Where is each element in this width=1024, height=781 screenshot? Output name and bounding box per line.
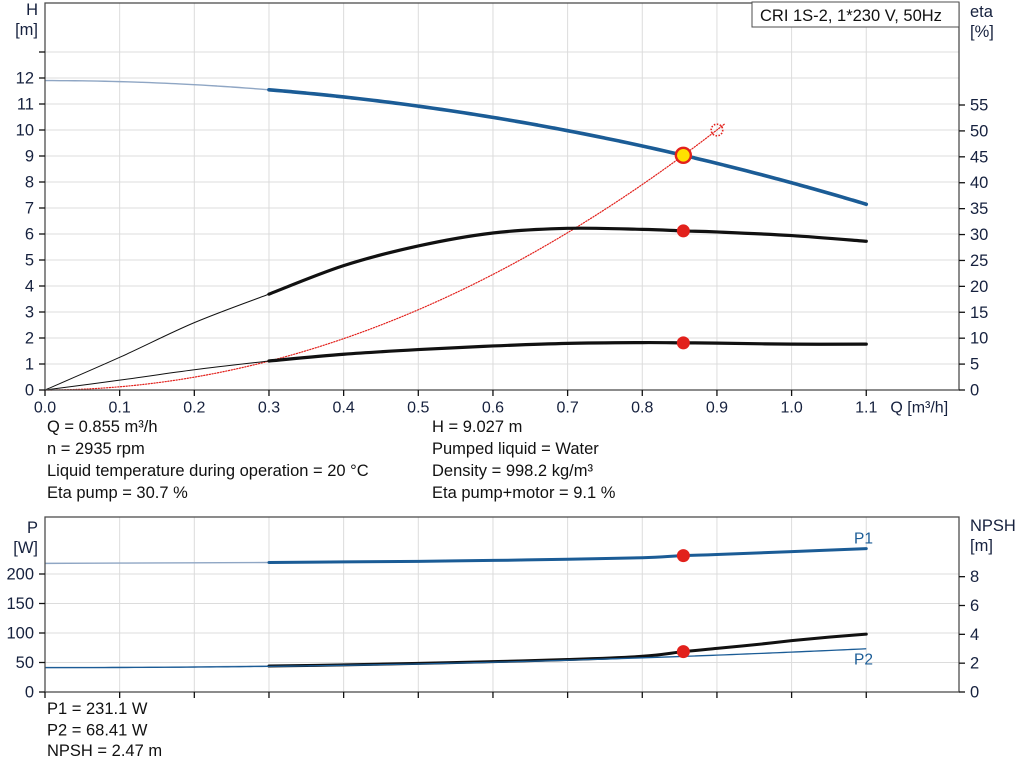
svg-text:8: 8 [25,174,34,192]
svg-text:0: 0 [970,684,979,702]
svg-text:Density = 998.2 kg/m³: Density = 998.2 kg/m³ [432,462,593,480]
svg-text:15: 15 [970,304,988,322]
svg-text:Q [m³/h]: Q [m³/h] [890,400,948,417]
svg-text:25: 25 [970,252,988,270]
svg-text:[W]: [W] [13,539,38,557]
svg-text:6: 6 [970,597,979,615]
svg-text:2: 2 [25,330,34,348]
svg-text:P1: P1 [854,530,873,547]
svg-text:7: 7 [25,200,34,218]
svg-text:Eta pump+motor = 9.1 %: Eta pump+motor = 9.1 % [432,484,616,502]
svg-text:0: 0 [25,382,34,400]
svg-text:0.0: 0.0 [34,400,56,417]
svg-text:10: 10 [16,122,34,140]
svg-text:8: 8 [970,568,979,586]
svg-text:1.0: 1.0 [780,400,802,417]
svg-text:9: 9 [25,148,34,166]
svg-text:40: 40 [970,174,988,192]
svg-text:eta: eta [970,3,994,21]
svg-text:0.1: 0.1 [109,400,131,417]
svg-text:0: 0 [970,382,979,400]
svg-text:50: 50 [970,122,988,140]
svg-text:200: 200 [6,566,34,584]
svg-text:0.4: 0.4 [333,400,355,417]
svg-text:P: P [27,519,38,537]
svg-text:6: 6 [25,226,34,244]
svg-text:1.1: 1.1 [855,400,877,417]
svg-text:11: 11 [17,96,34,114]
svg-text:30: 30 [970,226,988,244]
svg-text:Pumped liquid = Water: Pumped liquid = Water [432,440,599,458]
svg-text:NPSH = 2.47 m: NPSH = 2.47 m [47,742,162,760]
svg-text:35: 35 [970,200,988,218]
svg-text:n = 2935 rpm: n = 2935 rpm [47,440,145,458]
svg-text:12: 12 [16,70,34,88]
svg-text:4: 4 [970,626,979,644]
svg-text:4: 4 [25,278,34,296]
svg-text:100: 100 [6,625,34,643]
svg-text:0.2: 0.2 [183,400,205,417]
svg-text:50: 50 [16,654,34,672]
svg-text:20: 20 [970,278,988,296]
svg-text:3: 3 [25,304,34,322]
svg-text:0.8: 0.8 [631,400,653,417]
svg-text:10: 10 [970,330,988,348]
svg-text:0: 0 [25,684,34,702]
svg-text:H = 9.027 m: H = 9.027 m [432,418,522,436]
svg-text:P2: P2 [854,651,873,668]
svg-text:NPSH: NPSH [970,517,1016,535]
svg-text:CRI 1S-2, 1*230 V, 50Hz: CRI 1S-2, 1*230 V, 50Hz [760,7,942,25]
svg-text:Q = 0.855 m³/h: Q = 0.855 m³/h [47,418,158,436]
svg-text:5: 5 [25,252,34,270]
svg-text:0.6: 0.6 [482,400,504,417]
svg-text:0.5: 0.5 [407,400,429,417]
svg-text:H: H [26,1,38,19]
svg-text:150: 150 [6,595,34,613]
svg-text:0.9: 0.9 [706,400,728,417]
svg-text:0.3: 0.3 [258,400,280,417]
svg-text:[%]: [%] [970,23,994,41]
svg-text:2: 2 [970,655,979,673]
svg-text:[m]: [m] [970,537,993,555]
svg-text:P2 = 68.41 W: P2 = 68.41 W [47,722,148,740]
svg-text:Eta pump = 30.7 %: Eta pump = 30.7 % [47,484,188,502]
svg-text:5: 5 [970,356,979,374]
svg-text:0.7: 0.7 [556,400,578,417]
svg-text:45: 45 [970,148,988,166]
svg-text:55: 55 [970,97,988,115]
svg-text:[m]: [m] [15,21,38,39]
svg-text:P1 = 231.1 W: P1 = 231.1 W [47,700,148,718]
svg-text:1: 1 [25,356,34,374]
svg-text:Liquid temperature during oper: Liquid temperature during operation = 20… [47,462,369,480]
